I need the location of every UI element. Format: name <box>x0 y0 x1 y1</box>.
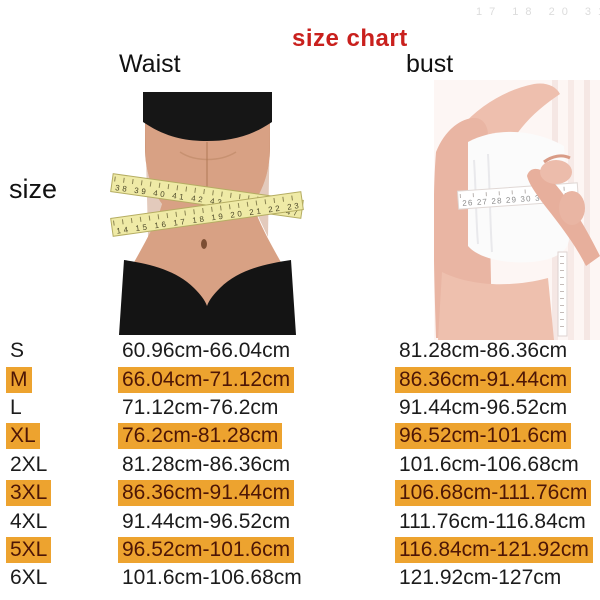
table-row: S 60.96cm-66.04cm 81.28cm-86.36cm <box>0 337 600 365</box>
table-row: 3XL 86.36cm-91.44cm 106.68cm-111.76cm <box>0 479 600 507</box>
waist-value: 66.04cm-71.12cm <box>118 366 295 393</box>
hand-lower <box>559 191 585 225</box>
bust-value: 111.76cm-116.84cm <box>399 509 586 533</box>
size-value: 3XL <box>6 480 52 507</box>
bust-value: 81.28cm-86.36cm <box>399 339 568 363</box>
waist-measurement-photo: 38 39 40 41 42 43 44 45 46 47 14 15 16 1… <box>110 92 305 335</box>
size-value: M <box>6 366 32 393</box>
size-value: S <box>10 339 25 363</box>
hanging-tape <box>557 251 568 337</box>
bust-value: 86.36cm-91.44cm <box>395 366 572 393</box>
size-value: L <box>10 395 22 419</box>
black-bottom <box>119 260 296 335</box>
waist-column-header: Waist <box>119 50 181 78</box>
table-row: 5XL 96.52cm-101.6cm 116.84cm-121.92cm <box>0 536 600 564</box>
table-row: 2XL 81.28cm-86.36cm 101.6cm-106.68cm <box>0 451 600 479</box>
bust-value: 96.52cm-101.6cm <box>395 423 572 450</box>
table-row: XL 76.2cm-81.28cm 96.52cm-101.6cm <box>0 422 600 450</box>
bust-column-header: bust <box>406 50 454 78</box>
navel <box>201 239 207 249</box>
bust-value: 116.84cm-121.92cm <box>395 536 593 563</box>
size-table: S 60.96cm-66.04cm 81.28cm-86.36cm M 66.0… <box>0 337 600 593</box>
table-row: 6XL 101.6cm-106.68cm 121.92cm-127cm <box>0 564 600 592</box>
waist-value: 71.12cm-76.2cm <box>122 395 279 419</box>
size-value: 6XL <box>10 566 48 590</box>
waist-value: 101.6cm-106.68cm <box>122 566 302 590</box>
faint-tape-numbers: 17 18 20 31 33 <box>476 6 600 18</box>
waist-value: 76.2cm-81.28cm <box>118 423 283 450</box>
size-value: XL <box>6 423 40 450</box>
bust-measurement-photo: 26 27 28 29 30 31 32 33 <box>433 80 600 340</box>
waist-photo-illustration: 38 39 40 41 42 43 44 45 46 47 14 15 16 1… <box>110 92 305 335</box>
waist-value: 81.28cm-86.36cm <box>122 452 291 476</box>
bust-value: 121.92cm-127cm <box>399 566 562 590</box>
size-value: 2XL <box>10 452 48 476</box>
bust-value: 106.68cm-111.76cm <box>395 480 592 507</box>
hand-upper <box>540 160 572 184</box>
bust-value: 101.6cm-106.68cm <box>399 452 579 476</box>
bust-photo-illustration: 26 27 28 29 30 31 32 33 <box>433 80 600 340</box>
belly <box>438 272 554 340</box>
waist-value: 91.44cm-96.52cm <box>122 509 291 533</box>
size-column-header: size <box>9 174 58 204</box>
size-value: 5XL <box>6 536 52 563</box>
size-value: 4XL <box>10 509 48 533</box>
bust-value: 91.44cm-96.52cm <box>399 395 568 419</box>
table-row: 4XL 91.44cm-96.52cm 111.76cm-116.84cm <box>0 507 600 535</box>
black-top <box>143 92 272 141</box>
waist-value: 96.52cm-101.6cm <box>118 536 295 563</box>
page-title: size chart <box>292 25 408 52</box>
waist-value: 86.36cm-91.44cm <box>118 480 295 507</box>
waist-value: 60.96cm-66.04cm <box>122 339 291 363</box>
table-row: M 66.04cm-71.12cm 86.36cm-91.44cm <box>0 365 600 393</box>
table-row: L 71.12cm-76.2cm 91.44cm-96.52cm <box>0 394 600 422</box>
